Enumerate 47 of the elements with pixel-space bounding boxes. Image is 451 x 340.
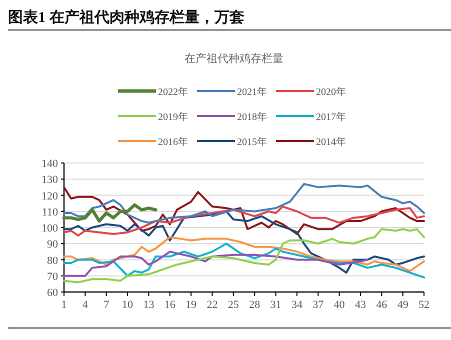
y-tick-label: 130 xyxy=(42,174,58,186)
x-tick-label: 46 xyxy=(376,299,388,311)
x-tick-label: 13 xyxy=(143,299,155,311)
x-tick-label: 31 xyxy=(270,299,282,311)
x-tick-label: 40 xyxy=(334,299,346,311)
x-tick-label: 28 xyxy=(249,299,261,311)
y-tick-label: 140 xyxy=(42,158,58,170)
x-tick-label: 37 xyxy=(312,299,324,311)
y-tick-label: 80 xyxy=(47,254,58,267)
legend-label: 2022年 xyxy=(158,86,188,98)
line-series xyxy=(62,203,158,223)
line-series xyxy=(63,228,425,284)
y-tick-label: 90 xyxy=(47,238,58,251)
legend-label: 2015年 xyxy=(237,136,267,148)
x-tick-label: 52 xyxy=(418,299,430,311)
y-tick-label: 60 xyxy=(47,287,58,299)
line-series xyxy=(63,182,425,224)
line-series xyxy=(63,186,425,235)
legend-label: 2017年 xyxy=(316,111,346,123)
y-tick-label: 70 xyxy=(47,270,58,283)
line-series xyxy=(63,242,425,278)
legend-label: 2014年 xyxy=(316,136,346,148)
legend-label: 2019年 xyxy=(158,111,188,123)
y-tick-label: 100 xyxy=(42,222,58,234)
x-tick-label: 19 xyxy=(186,299,198,311)
line-series xyxy=(63,236,425,272)
x-tick-label: 25 xyxy=(228,299,240,311)
legend-label: 2021年 xyxy=(237,86,267,98)
x-tick-label: 4 xyxy=(82,299,88,311)
x-tick-label: 49 xyxy=(397,299,409,311)
x-tick-label: 7 xyxy=(104,299,110,311)
line-series xyxy=(63,210,425,274)
legend-label: 2018年 xyxy=(237,111,267,123)
y-tick-label: 120 xyxy=(42,190,58,202)
y-tick-label: 110 xyxy=(42,206,58,218)
x-tick-label: 34 xyxy=(291,299,303,311)
line-series xyxy=(63,250,369,277)
x-tick-label: 16 xyxy=(164,299,176,311)
x-tick-label: 1 xyxy=(61,299,67,311)
chart-subtitle: 在产祖代种鸡存栏量 xyxy=(184,52,284,65)
chart-title: 图表1 在产祖代肉种鸡存栏量，万套 xyxy=(8,9,244,26)
line-series xyxy=(63,206,425,237)
legend-label: 2016年 xyxy=(158,136,188,148)
legend-label: 2020年 xyxy=(316,86,346,98)
x-tick-label: 43 xyxy=(354,299,366,311)
x-tick-label: 22 xyxy=(206,299,218,311)
x-tick-label: 10 xyxy=(122,299,134,311)
